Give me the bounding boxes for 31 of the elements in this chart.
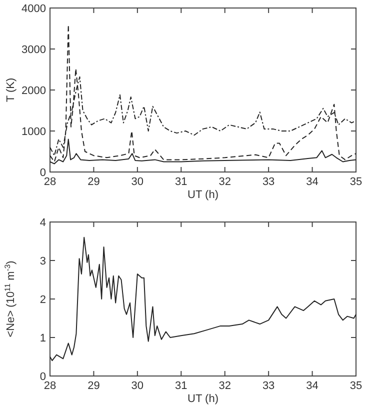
x-tick-label: 32 [218,176,231,188]
y-tick-label: 4000 [22,3,46,15]
x-tick-label: 28 [44,380,56,392]
line-series [50,24,356,162]
y-tick-label: 4 [40,217,46,229]
x-tick-label: 29 [88,380,100,392]
y-tick-label: 2 [40,294,46,306]
x-axis-title: UT (h) [188,393,218,405]
y-tick-label: 1 [40,332,46,344]
y-tick-label: 0 [40,167,46,179]
x-tick-label: 33 [262,380,275,392]
x-tick-label: 29 [88,176,100,188]
x-tick-label: 30 [131,380,144,392]
y-axis-title: T (K) [5,78,17,102]
x-tick-label: 34 [306,380,318,392]
x-axis-title: UT (h) [188,189,218,201]
y-tick-label: 0 [40,371,46,383]
x-tick-label: 32 [218,380,231,392]
x-tick-label: 28 [44,176,56,188]
line-series [50,236,356,362]
y-tick-label: 3000 [22,44,46,56]
y-tick-label: 2000 [22,85,46,97]
x-tick-label: 30 [131,176,144,188]
x-tick-label: 33 [262,176,275,188]
x-tick-label: 31 [175,380,188,392]
x-tick-label: 31 [175,176,188,188]
y-tick-label: 1000 [22,126,46,138]
x-tick-label: 35 [350,176,362,188]
x-tick-label: 34 [306,176,318,188]
x-tick-label: 35 [350,380,362,392]
y-tick-label: 3 [40,256,46,268]
